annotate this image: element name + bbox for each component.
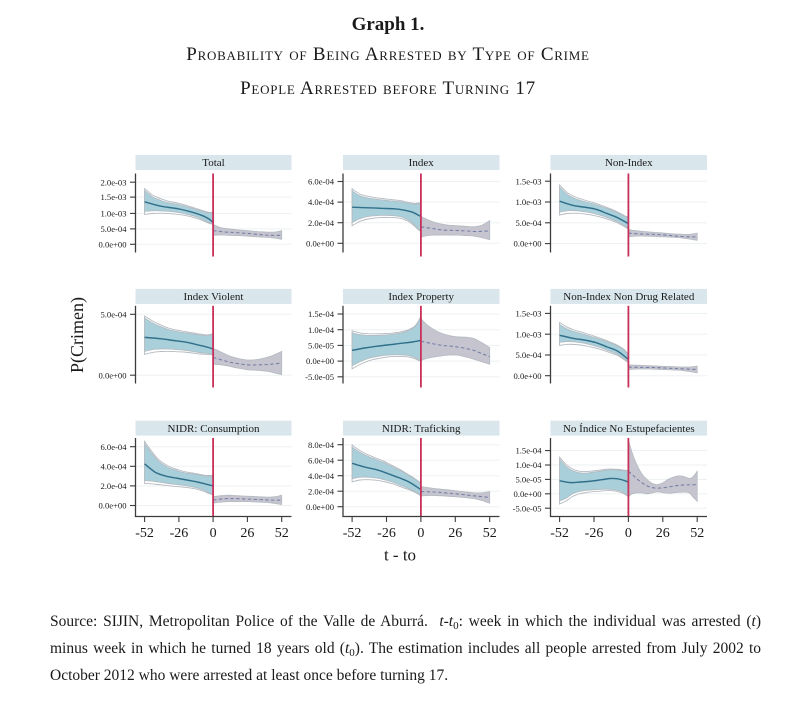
svg-text:5.0e-05: 5.0e-05: [308, 341, 334, 351]
svg-text:4.0e-04: 4.0e-04: [100, 461, 127, 471]
svg-text:0.0e+00: 0.0e+00: [514, 371, 542, 381]
svg-text:26: 26: [656, 526, 670, 541]
svg-text:P(Crimen): P(Crimen): [67, 297, 88, 373]
svg-text:6.0e-04: 6.0e-04: [308, 177, 335, 187]
svg-text:-52: -52: [135, 526, 154, 541]
svg-text:0.0e+00: 0.0e+00: [306, 238, 334, 248]
svg-text:-52: -52: [550, 526, 569, 541]
svg-text:1.5e-04: 1.5e-04: [515, 446, 542, 456]
svg-text:0: 0: [417, 526, 424, 541]
svg-text:t - to: t - to: [384, 546, 416, 565]
svg-text:1.5e-03: 1.5e-03: [515, 176, 541, 186]
svg-text:No Índice No Estupefacientes: No Índice No Estupefacientes: [563, 423, 695, 435]
svg-text:6.0e-04: 6.0e-04: [308, 455, 335, 465]
svg-text:0.0e+00: 0.0e+00: [514, 239, 542, 249]
svg-text:0: 0: [210, 526, 217, 541]
svg-text:5.0e-05: 5.0e-05: [515, 475, 541, 485]
svg-text:1.0e-04: 1.0e-04: [515, 460, 542, 470]
svg-text:52: 52: [483, 526, 497, 541]
svg-text:52: 52: [690, 526, 704, 541]
svg-text:NIDR: Traficking: NIDR: Traficking: [382, 423, 461, 435]
svg-text:Total: Total: [202, 157, 224, 169]
svg-text:1.5e-03: 1.5e-03: [100, 192, 126, 202]
svg-text:5.0e-04: 5.0e-04: [515, 218, 542, 228]
svg-text:-26: -26: [170, 526, 189, 541]
svg-text:NIDR: Consumption: NIDR: Consumption: [168, 423, 260, 435]
svg-text:5.0e-04: 5.0e-04: [515, 350, 542, 360]
svg-text:Non-Index: Non-Index: [605, 157, 653, 169]
svg-text:5.0e-04: 5.0e-04: [100, 309, 127, 319]
svg-text:1.5e-04: 1.5e-04: [308, 309, 335, 319]
svg-text:26: 26: [448, 526, 462, 541]
svg-text:-5.0e-05: -5.0e-05: [513, 503, 542, 513]
svg-text:2.0e-03: 2.0e-03: [100, 177, 126, 187]
svg-text:52: 52: [275, 526, 289, 541]
svg-text:0.0e+00: 0.0e+00: [99, 370, 127, 380]
svg-text:Index Violent: Index Violent: [184, 291, 244, 303]
svg-text:1.0e-03: 1.0e-03: [515, 329, 541, 339]
svg-text:-26: -26: [585, 526, 604, 541]
svg-text:0: 0: [625, 526, 632, 541]
svg-text:-26: -26: [377, 526, 396, 541]
svg-text:0.0e+00: 0.0e+00: [306, 502, 334, 512]
svg-text:1.0e-03: 1.0e-03: [515, 197, 541, 207]
svg-text:1.0e-03: 1.0e-03: [100, 209, 126, 219]
svg-text:0.0e+00: 0.0e+00: [306, 356, 334, 366]
svg-text:0.0e+00: 0.0e+00: [99, 501, 127, 511]
svg-text:-5.0e-05: -5.0e-05: [305, 372, 334, 382]
svg-text:Index: Index: [409, 157, 435, 169]
svg-text:0.0e+00: 0.0e+00: [514, 489, 542, 499]
svg-text:1.5e-03: 1.5e-03: [515, 309, 541, 319]
svg-text:4.0e-04: 4.0e-04: [308, 197, 335, 207]
svg-text:Non-Index Non Drug Related: Non-Index Non Drug Related: [563, 291, 695, 303]
svg-text:8.0e-04: 8.0e-04: [308, 440, 335, 450]
svg-text:1.0e-04: 1.0e-04: [308, 325, 335, 335]
svg-text:2.0e-04: 2.0e-04: [308, 218, 335, 228]
svg-text:-52: -52: [343, 526, 362, 541]
svg-text:5.0e-04: 5.0e-04: [100, 224, 127, 234]
svg-text:2.0e-04: 2.0e-04: [308, 486, 335, 496]
svg-text:6.0e-04: 6.0e-04: [100, 442, 127, 452]
svg-text:4.0e-04: 4.0e-04: [308, 471, 335, 481]
svg-text:26: 26: [240, 526, 254, 541]
svg-text:Index Property: Index Property: [388, 291, 454, 303]
svg-text:0.0e+00: 0.0e+00: [99, 239, 127, 249]
svg-text:2.0e-04: 2.0e-04: [100, 481, 127, 491]
